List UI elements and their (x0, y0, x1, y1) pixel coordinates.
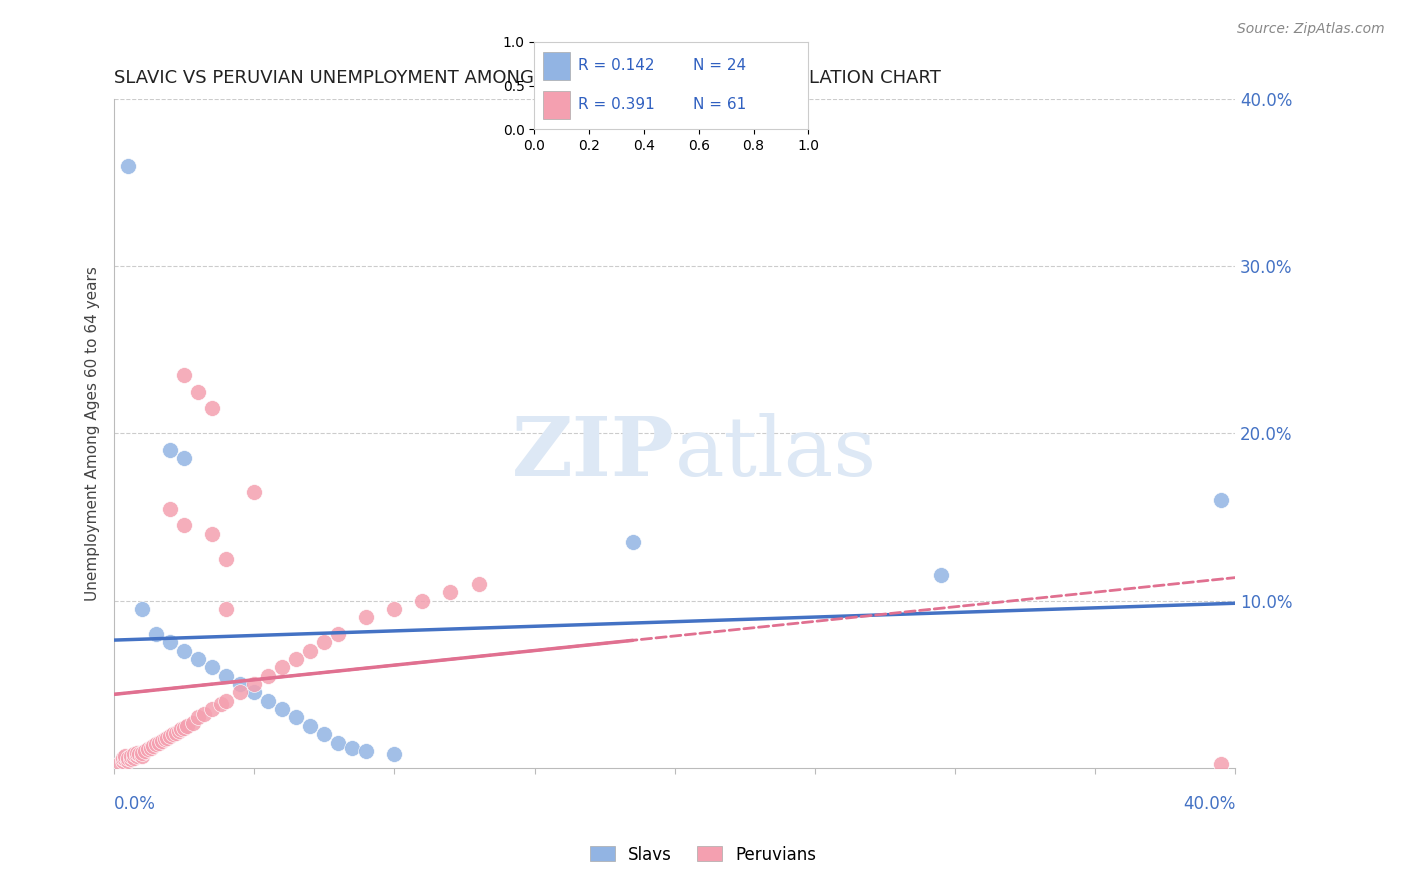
Point (156, 731, 179, 745)
Point (209, 697, 232, 711)
Point (167, 723, 190, 738)
Text: R = 0.391: R = 0.391 (578, 97, 655, 112)
Point (125, 748, 148, 763)
Point (257, 694, 280, 708)
Point (162, 727, 184, 741)
Point (229, 677, 252, 691)
Point (285, 710, 308, 724)
Point (150, 734, 173, 748)
Point (271, 702, 294, 716)
Point (111, 754, 134, 768)
Text: ZIP: ZIP (512, 414, 675, 493)
Point (181, 715, 204, 730)
Point (176, 719, 198, 733)
Point (173, 518, 195, 533)
Point (139, 740, 162, 755)
Text: 0.0%: 0.0% (114, 796, 156, 814)
Point (117, 750, 139, 764)
Point (187, 710, 209, 724)
Point (1211, 757, 1233, 772)
Bar (543, 91, 569, 119)
Point (342, 740, 364, 755)
Point (929, 568, 952, 582)
Point (411, 593, 433, 607)
Text: Source: ZipAtlas.com: Source: ZipAtlas.com (1237, 22, 1385, 37)
Point (356, 610, 378, 624)
Point (120, 748, 142, 763)
Point (114, 752, 136, 766)
Point (145, 737, 167, 751)
Point (131, 748, 153, 763)
Point (122, 747, 145, 762)
Point (165, 725, 187, 739)
Point (114, 748, 136, 763)
Point (173, 721, 195, 735)
Y-axis label: Unemployment Among Ages 60 to 64 years: Unemployment Among Ages 60 to 64 years (86, 266, 100, 601)
Point (131, 602, 153, 616)
Point (159, 443, 181, 458)
Point (299, 719, 322, 733)
Point (243, 484, 266, 499)
Point (201, 660, 224, 674)
Point (1211, 493, 1233, 508)
Point (120, 752, 142, 766)
Point (314, 635, 336, 649)
Point (193, 707, 215, 722)
Point (117, 159, 139, 173)
Point (187, 384, 209, 399)
Point (117, 754, 139, 768)
Point (257, 669, 280, 683)
Point (243, 685, 266, 699)
Point (328, 627, 350, 641)
Point (173, 643, 195, 657)
Point (159, 635, 181, 649)
Point (356, 744, 378, 758)
Point (384, 747, 406, 762)
Point (131, 746, 153, 760)
Point (215, 551, 238, 566)
Point (201, 401, 224, 416)
Point (384, 602, 406, 616)
Point (122, 750, 145, 764)
Point (111, 750, 134, 764)
Point (142, 739, 165, 753)
Point (229, 685, 252, 699)
Text: N = 24: N = 24 (693, 58, 747, 73)
Point (134, 744, 156, 758)
Point (215, 669, 238, 683)
Legend: Slavs, Peruvians: Slavs, Peruvians (583, 839, 823, 871)
Text: SLAVIC VS PERUVIAN UNEMPLOYMENT AMONG AGES 60 TO 64 YEARS CORRELATION CHART: SLAVIC VS PERUVIAN UNEMPLOYMENT AMONG AG… (114, 69, 941, 87)
Point (314, 727, 336, 741)
Point (299, 643, 322, 657)
Point (159, 729, 181, 743)
Point (201, 702, 224, 716)
Point (173, 451, 195, 466)
Point (108, 756, 131, 770)
Point (215, 694, 238, 708)
Point (271, 660, 294, 674)
Point (125, 746, 148, 760)
Point (285, 652, 308, 666)
Point (215, 602, 238, 616)
Point (328, 735, 350, 749)
Bar (543, 52, 569, 79)
Point (128, 747, 150, 762)
Point (170, 722, 193, 736)
Point (145, 627, 167, 641)
Point (148, 735, 170, 749)
Text: R = 0.142: R = 0.142 (578, 58, 655, 73)
Text: atlas: atlas (675, 414, 877, 493)
Point (201, 526, 224, 541)
Point (173, 368, 195, 382)
Point (159, 501, 181, 516)
Point (243, 677, 266, 691)
Point (621, 535, 644, 549)
Point (136, 742, 159, 756)
Point (187, 652, 209, 666)
Point (439, 585, 461, 599)
Text: N = 61: N = 61 (693, 97, 747, 112)
Point (153, 732, 176, 747)
Point (467, 576, 489, 591)
Text: 40.0%: 40.0% (1182, 796, 1236, 814)
